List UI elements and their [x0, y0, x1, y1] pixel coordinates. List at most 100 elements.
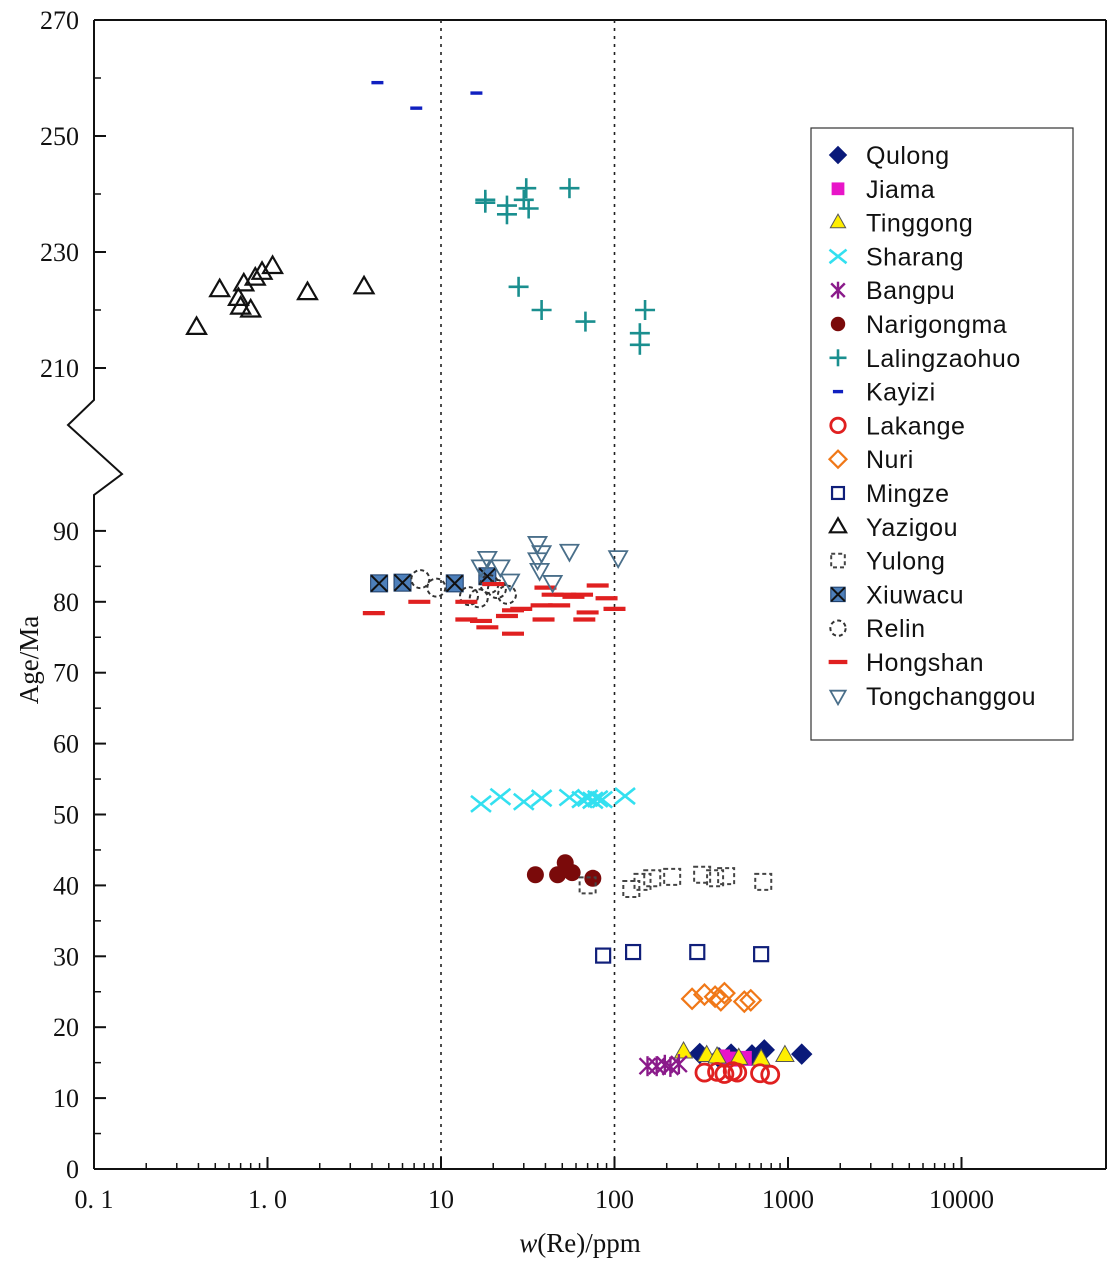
data-point-mingze: [753, 946, 770, 963]
y-tick-label: 40: [53, 871, 79, 900]
data-point-lalingzaohuo: [531, 300, 552, 320]
data-point-lalingzaohuo: [575, 311, 596, 332]
data-point-yazigou: [250, 260, 274, 280]
data-point-mingze: [595, 947, 612, 964]
data-point-relin: [410, 569, 431, 590]
data-point-nuri: [732, 990, 756, 1014]
data-point-tongchanggou: [542, 575, 564, 594]
x-tick-label: 1. 0: [248, 1185, 287, 1214]
legend-label-xiuwacu: Xiuwacu: [866, 581, 964, 609]
data-point-tongchanggou: [531, 545, 553, 565]
data-point-xiuwacu: [393, 573, 412, 592]
legend-marker-qulong: [828, 145, 848, 165]
x-tick-label: 10: [428, 1185, 454, 1214]
legend-label-tinggong: Tinggong: [866, 210, 973, 238]
legend-marker-tongchanggou: [828, 689, 848, 707]
legend-marker-sharang: [828, 248, 848, 265]
data-point-relin: [486, 579, 507, 600]
data-point-xiuwacu: [445, 574, 464, 593]
data-point-yulong: [706, 869, 725, 888]
data-point-sharang: [586, 789, 609, 808]
data-point-lalingzaohuo: [475, 189, 496, 210]
legend-label-tongchanggou: Tongchanggou: [866, 683, 1036, 711]
data-point-lalingzaohuo: [508, 276, 529, 297]
data-point-tongchanggou: [607, 550, 629, 569]
data-point-yazigou: [352, 274, 376, 295]
data-point-nuri: [739, 988, 763, 1012]
legend-label-yulong: Yulong: [866, 548, 945, 576]
data-point-relin: [458, 586, 479, 607]
y-tick-label: 70: [53, 659, 79, 688]
data-point-narigongma: [584, 869, 602, 887]
data-point-yazigou: [296, 280, 319, 301]
data-point-yulong: [693, 865, 712, 884]
x-tick-label: 0. 1: [75, 1185, 114, 1214]
legend-label-bangpu: Bangpu: [866, 277, 955, 305]
data-point-nuri: [709, 988, 733, 1012]
data-point-lalingzaohuo: [629, 334, 650, 355]
data-point-yazigou: [261, 254, 285, 275]
data-point-tongchanggou: [558, 543, 580, 563]
data-point-yulong: [578, 876, 597, 895]
legend-marker-bangpu: [830, 281, 846, 299]
data-point-qulong: [791, 1043, 813, 1065]
data-point-lakange: [694, 1062, 715, 1083]
data-point-lakange: [714, 1064, 735, 1084]
data-point-lakange: [750, 1063, 770, 1084]
legend-marker-narigongma: [830, 316, 846, 332]
data-point-narigongma: [526, 866, 544, 884]
data-point-yazigou: [227, 286, 250, 306]
y-tick-label: 250: [40, 122, 79, 151]
data-point-nuri: [712, 981, 736, 1005]
y-tick-label: 0: [66, 1155, 79, 1184]
data-point-sharang: [530, 789, 553, 808]
data-point-yazigou: [229, 294, 253, 315]
legend-marker-xiuwacu: [830, 586, 846, 603]
data-point-lalingzaohuo: [513, 189, 534, 210]
data-point-lakange: [727, 1062, 748, 1083]
data-point-sharang: [591, 790, 614, 809]
data-point-tongchanggou: [470, 559, 492, 579]
data-point-tinggong: [775, 1044, 795, 1063]
y-axis-label: Age/Ma: [14, 616, 44, 704]
y-axis-line: [66, 20, 124, 1169]
data-point-yulong: [663, 867, 682, 886]
data-point-narigongma: [563, 864, 581, 882]
y-tick-label: 60: [53, 730, 79, 759]
y-tick-label: 80: [53, 588, 79, 617]
legend-label-nuri: Nuri: [866, 446, 914, 474]
legend-marker-lalingzaohuo: [829, 349, 847, 367]
data-point-yulong: [643, 869, 662, 888]
legend-marker-relin: [829, 619, 847, 637]
data-point-yazigou: [185, 315, 208, 335]
legend-label-narigongma: Narigongma: [866, 311, 1007, 339]
data-point-sharang: [512, 792, 535, 811]
legend-marker-tinggong: [829, 213, 847, 229]
x-axis-label: w(Re)/ppm: [519, 1228, 641, 1258]
data-point-sharang: [470, 794, 492, 813]
data-point-lalingzaohuo: [496, 195, 517, 216]
legend-marker-lakange: [829, 416, 847, 435]
legend-label-hongshan: Hongshan: [866, 649, 984, 677]
data-point-mingze: [689, 943, 706, 961]
data-point-sharang: [489, 787, 512, 806]
y-tick-label: 20: [53, 1013, 79, 1042]
data-point-yulong: [633, 872, 652, 891]
legend-marker-yazigou: [828, 516, 848, 534]
data-point-tongchanggou: [499, 573, 521, 593]
legend-marker-jiama: [831, 182, 845, 196]
data-point-yazigou: [239, 297, 263, 318]
data-point-lalingzaohuo: [516, 178, 537, 199]
data-point-yulong: [754, 872, 773, 891]
legend-label-sharang: Sharang: [866, 243, 964, 271]
data-point-relin: [468, 588, 489, 609]
legend-box: [810, 127, 1074, 741]
data-point-bangpu: [670, 1054, 688, 1075]
x-tick-label: 1000: [762, 1185, 814, 1214]
data-point-yazigou: [243, 265, 267, 286]
data-point-xiuwacu: [370, 574, 389, 593]
data-point-yulong: [717, 867, 736, 886]
data-point-lalingzaohuo: [518, 198, 539, 219]
data-point-tongchanggou: [489, 559, 511, 579]
